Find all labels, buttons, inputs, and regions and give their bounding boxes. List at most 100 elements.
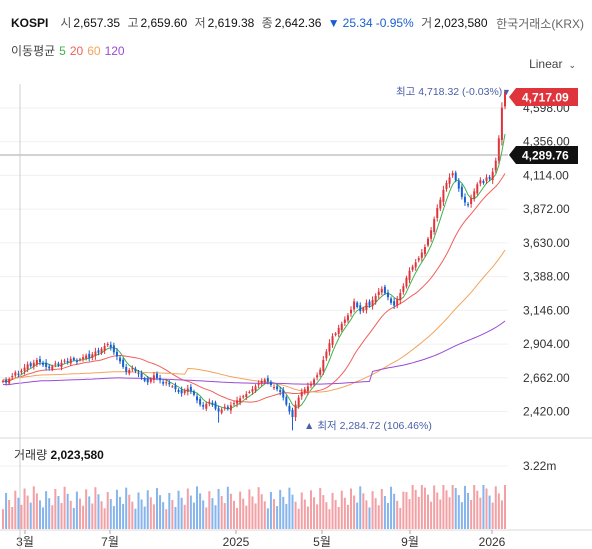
volume-bar: [245, 505, 248, 529]
candle-body: [180, 389, 183, 394]
candle-body: [457, 181, 460, 189]
volume-bar: [479, 497, 482, 529]
volume-bar: [408, 499, 411, 529]
change-down-arrow-icon: ▼: [327, 16, 340, 30]
candle-body: [192, 391, 195, 395]
ma-5-line: [2, 133, 506, 410]
ma-20-label[interactable]: 20: [69, 44, 84, 58]
volume-bar: [236, 507, 239, 529]
candle-body: [266, 378, 269, 382]
axes: 4,598.004,356.004,114.003,872.003,630.00…: [16, 101, 570, 549]
volume-bar: [119, 496, 122, 529]
volume-bar: [300, 492, 303, 529]
candle-body: [408, 270, 411, 280]
volume-bar: [171, 499, 174, 529]
candle-body: [411, 266, 414, 270]
candle-body: [467, 204, 470, 206]
candle-body: [460, 186, 463, 197]
volume-bar: [463, 485, 466, 529]
volume-bar: [303, 499, 306, 529]
candle-body: [294, 404, 297, 418]
volume-bar: [322, 495, 325, 529]
volume-bar: [313, 497, 316, 529]
candle-body: [217, 408, 220, 412]
candle-body: [112, 345, 115, 353]
volume-bar: [263, 501, 266, 529]
ma-5-label[interactable]: 5: [59, 44, 66, 58]
candle-body: [500, 107, 503, 141]
volume-bar: [356, 502, 359, 529]
current-price-value: 4,717.09: [522, 91, 569, 105]
candle-body: [8, 379, 11, 384]
y-tick-label: 4,356.00: [523, 135, 570, 149]
y-tick-label: 2,662.00: [523, 371, 570, 385]
volume-bar: [1, 509, 5, 529]
volume-bar: [423, 487, 426, 529]
max-value: 4,718.32: [418, 86, 459, 98]
candle-body: [35, 359, 38, 365]
volume-bar: [359, 486, 362, 529]
candle-body: [263, 379, 266, 383]
price-header: KOSPI 시 2,657.35 고 2,659.60 저 2,619.38 종 2,64…: [11, 14, 488, 31]
candle-body: [300, 392, 303, 397]
close-value: 2,642.36: [274, 16, 322, 30]
volume-bar: [11, 507, 14, 529]
candle-body: [94, 351, 97, 357]
candle-body: [242, 396, 245, 398]
candle-body: [85, 355, 88, 359]
y-tick-label: 3,872.00: [523, 202, 570, 216]
candle-body: [365, 302, 368, 311]
volume-bar: [91, 503, 94, 529]
open-label: 시: [60, 16, 72, 30]
scale-select[interactable]: Linear ⌄: [529, 57, 576, 71]
volume-bar: [202, 500, 205, 529]
open-value: 2,657.35: [73, 16, 121, 30]
volume-bar: [97, 494, 100, 529]
volume-bar: [63, 486, 66, 529]
candle-body: [420, 252, 423, 258]
symbol-name: KOSPI: [11, 16, 49, 30]
candle-body: [29, 363, 32, 367]
min-pct: (106.46%): [383, 420, 431, 432]
candle-body: [448, 177, 451, 184]
candle-body: [479, 180, 482, 184]
ma-60-line: [2, 249, 506, 393]
volume-bar: [32, 486, 35, 529]
volume-bar: [476, 490, 479, 529]
candle-body: [473, 191, 476, 199]
ma-60-label[interactable]: 60: [87, 44, 101, 58]
candle-body: [63, 360, 66, 362]
candle-body: [497, 138, 500, 161]
candle-body: [5, 380, 8, 383]
candle-body: [251, 389, 254, 392]
candle-body: [109, 344, 112, 348]
candle-body: [380, 288, 383, 293]
candle-body: [445, 182, 448, 190]
volume-bar: [368, 507, 371, 529]
volume-bar: [430, 501, 433, 529]
candle-body: [417, 258, 420, 261]
grid: [0, 107, 592, 531]
candle-body: [226, 406, 229, 409]
candle-body: [177, 390, 180, 393]
y-tick-label: 3,388.00: [523, 270, 570, 284]
max-marker-icon: ▼: [502, 87, 511, 97]
volume-bar: [29, 502, 32, 529]
candle-body: [454, 172, 457, 181]
candle-body: [66, 361, 69, 363]
candle-body: [273, 387, 276, 389]
volume-bar: [242, 498, 245, 529]
candle-body: [199, 399, 202, 405]
volume-bar: [60, 503, 63, 529]
candle-body: [245, 394, 248, 398]
ma-120-label[interactable]: 120: [104, 44, 125, 58]
scale-select-value: Linear: [529, 57, 563, 71]
candle-body: [390, 298, 393, 303]
volume-value: 2,023,580: [434, 16, 488, 30]
min-value: 2,284.72: [340, 420, 381, 432]
volume-bar: [42, 507, 45, 529]
candle-body: [214, 402, 217, 409]
volume-bar: [470, 499, 473, 529]
crosshair-price-value: 4,289.76: [522, 149, 569, 163]
